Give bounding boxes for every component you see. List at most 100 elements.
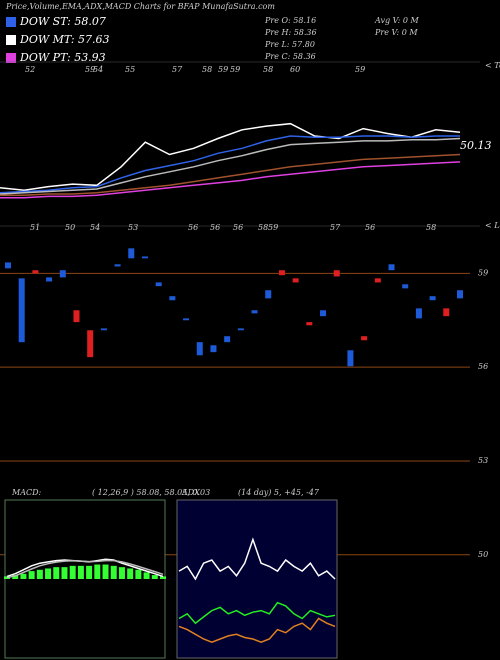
candle-body (87, 330, 94, 358)
date-label: 54 (93, 65, 103, 74)
histogram-bar (94, 564, 101, 579)
macd-line (6, 559, 164, 579)
macd-subtitle: ( 12,26,9 ) 58.08, 58.05, 0.03 (92, 488, 210, 497)
y-tick-label: 56 (478, 362, 488, 371)
stat-text: Pre L: 57.80 (264, 40, 315, 49)
candle-body (320, 310, 327, 317)
stat-text: Pre V: 0 M (374, 28, 418, 37)
legend-swatch (6, 53, 16, 63)
date-label: 58 (202, 65, 212, 74)
date-label: 54 (90, 223, 100, 232)
date-label: 52 (25, 65, 35, 74)
legend-swatch (6, 35, 16, 45)
date-label: 57 (172, 65, 183, 74)
candle-body (333, 270, 340, 277)
histogram-bar (151, 575, 158, 579)
date-label: 55 (125, 65, 135, 74)
candle-body (361, 336, 368, 341)
price-line (0, 137, 461, 195)
candle-body (46, 277, 53, 282)
histogram-bar (110, 565, 117, 579)
histogram-bar (160, 576, 166, 579)
date-label: 59 (355, 65, 365, 74)
macd-title: MACD: (11, 488, 42, 497)
candle-body (374, 278, 381, 283)
price-line (0, 153, 461, 196)
price-line (0, 161, 461, 199)
page-title: Price,Volume,EMA,ADX,MACD Charts for BFA… (5, 2, 275, 11)
histogram-bar (77, 565, 84, 579)
legend-label: DOW MT: 57.63 (19, 33, 110, 46)
legend-swatch (6, 17, 16, 27)
date-label: 59 (230, 65, 240, 74)
candle-body (183, 318, 190, 321)
histogram-bar (118, 567, 125, 579)
stat-text: Pre O: 58.16 (264, 16, 316, 25)
candle-body (251, 310, 258, 314)
lows-label: < Lows (485, 221, 500, 230)
date-label: 56 (210, 223, 220, 232)
candle-body (443, 308, 450, 317)
candle-body (155, 282, 162, 287)
date-label: 56 (233, 223, 243, 232)
histogram-bar (45, 568, 52, 579)
candle-body (457, 290, 463, 299)
histogram-bar (53, 567, 60, 579)
y-tick-label: 50 (478, 550, 488, 559)
adx-subtitle: (14 day) 5, +45, -47 (238, 488, 320, 497)
legend-label: DOW PT: 53.93 (19, 51, 106, 64)
date-label: 56 (188, 223, 198, 232)
adx-line (178, 617, 336, 644)
candle-body (32, 270, 39, 274)
y-tick-label: 59 (478, 268, 488, 277)
stat-text: Avg V: 0 M (374, 16, 419, 25)
date-label: 58 (263, 65, 273, 74)
legend-label: DOW ST: 58.07 (19, 15, 106, 28)
date-label: 51 (30, 223, 40, 232)
candle-body (210, 345, 217, 353)
candle-body (402, 284, 409, 289)
candle-body (114, 264, 121, 267)
date-label: 59 (268, 223, 278, 232)
date-label: 59 (218, 65, 228, 74)
candle-body (306, 322, 313, 326)
histogram-bar (86, 565, 93, 579)
candle-body (18, 278, 25, 343)
price-line (0, 135, 460, 194)
candle-body (224, 336, 231, 343)
histogram-bar (28, 571, 35, 579)
candle-body (429, 296, 436, 301)
price-line (0, 122, 461, 192)
histogram-bar (143, 572, 150, 579)
stat-text: Pre H: 58.36 (264, 28, 317, 37)
date-label: 57 (330, 223, 341, 232)
price-annotation: 50.13 (460, 139, 492, 152)
candle-body (59, 270, 66, 278)
histogram-bar (69, 565, 76, 579)
candle-body (278, 270, 285, 276)
candle-body (100, 328, 107, 331)
histogram-bar (127, 568, 134, 579)
candle-body (169, 296, 176, 301)
histogram-bar (102, 564, 109, 579)
adx-title: ADX (181, 488, 200, 497)
date-label: 56 (365, 223, 375, 232)
candle-body (265, 290, 272, 299)
candle-body (196, 342, 203, 356)
histogram-bar (61, 567, 68, 579)
candle-body (141, 256, 148, 259)
candle-body (415, 308, 422, 319)
candle-body (5, 262, 11, 269)
candle-body (237, 328, 244, 331)
y-tick-label: 53 (478, 456, 488, 465)
date-label: 50 (65, 223, 75, 232)
candle-body (73, 310, 80, 323)
panel (176, 499, 338, 659)
date-label: 53 (128, 223, 138, 232)
candle-body (347, 350, 354, 367)
candle-body (388, 264, 395, 271)
candle-body (128, 248, 135, 259)
date-label: 58 (258, 223, 268, 232)
date-label: 59 (85, 65, 95, 74)
